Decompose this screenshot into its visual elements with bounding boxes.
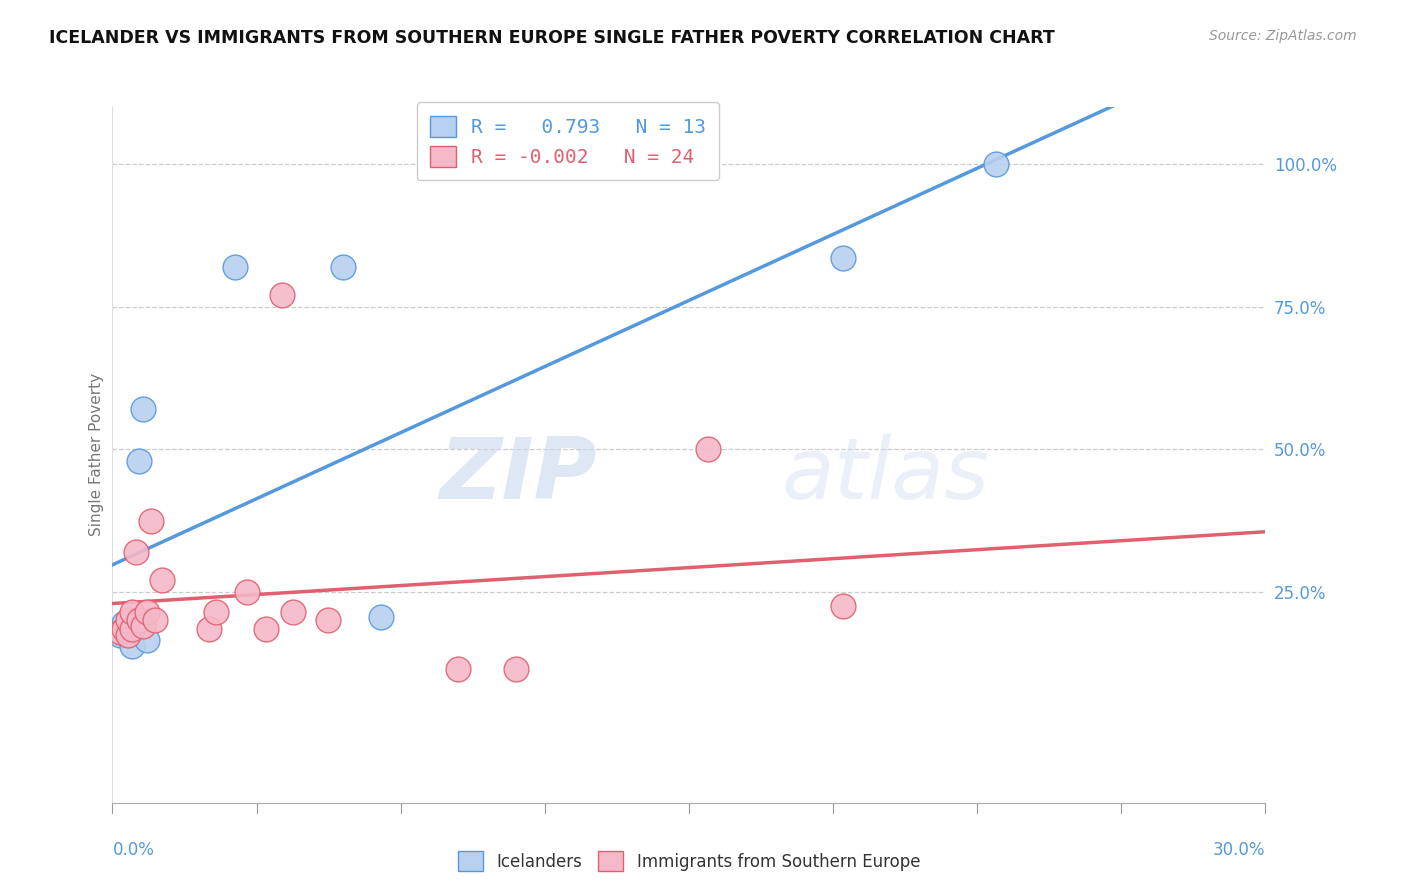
Text: ZIP: ZIP [439, 434, 596, 517]
Text: atlas: atlas [782, 434, 990, 517]
Point [697, 442, 720, 457]
Point [281, 605, 304, 619]
Point [124, 613, 146, 627]
Legend: Icelanders, Immigrants from Southern Europe: Icelanders, Immigrants from Southern Eur… [451, 845, 927, 878]
Text: 30.0%: 30.0% [1213, 841, 1265, 859]
Point [108, 624, 131, 639]
Point [270, 288, 292, 302]
Point [316, 613, 339, 627]
Point [128, 613, 150, 627]
Point [112, 616, 135, 631]
Point [332, 260, 354, 274]
Point [132, 402, 155, 417]
Point [117, 624, 139, 639]
Point [152, 574, 174, 588]
Point [505, 662, 527, 676]
Point [254, 622, 277, 636]
Point [136, 605, 159, 619]
Point [117, 627, 139, 641]
Point [447, 662, 470, 676]
Point [831, 599, 853, 613]
Point [108, 627, 131, 641]
Point [132, 619, 155, 633]
Point [112, 622, 135, 636]
Point [139, 514, 162, 528]
Point [986, 157, 1008, 171]
Text: 0.0%: 0.0% [112, 841, 155, 859]
Point [121, 605, 143, 619]
Point [124, 545, 146, 559]
Point [831, 251, 853, 265]
Point [197, 622, 219, 636]
Point [205, 605, 228, 619]
Point [121, 622, 143, 636]
Point [370, 610, 392, 624]
Point [143, 613, 166, 627]
Point [128, 453, 150, 467]
Point [236, 584, 259, 599]
Text: Source: ZipAtlas.com: Source: ZipAtlas.com [1209, 29, 1357, 43]
Point [121, 639, 143, 653]
Point [136, 633, 159, 648]
Point [117, 613, 139, 627]
Point [224, 260, 246, 274]
Y-axis label: Single Father Poverty: Single Father Poverty [89, 374, 104, 536]
Text: ICELANDER VS IMMIGRANTS FROM SOUTHERN EUROPE SINGLE FATHER POVERTY CORRELATION C: ICELANDER VS IMMIGRANTS FROM SOUTHERN EU… [49, 29, 1054, 46]
